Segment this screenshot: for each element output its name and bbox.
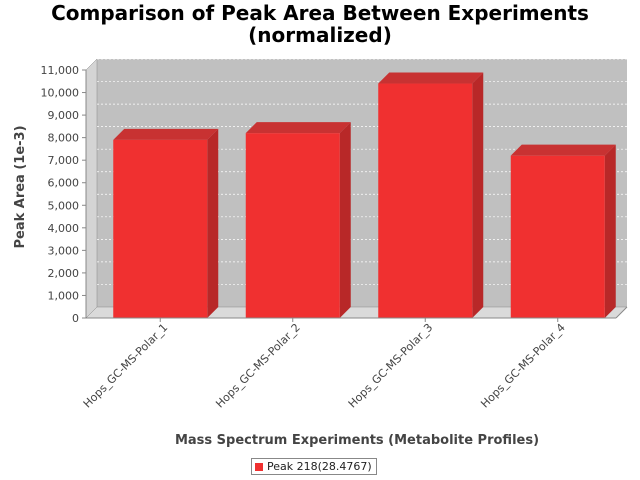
bar-front	[510, 155, 605, 318]
y-tick-label: 7,000	[48, 154, 80, 167]
chart-title: Comparison of Peak Area Between Experime…	[0, 2, 640, 46]
bar-front	[378, 83, 473, 318]
y-axis-title: Peak Area (1e-3)	[13, 125, 28, 248]
bar	[378, 72, 484, 318]
x-tick-label: Hops_GC-MS-Polar_1	[81, 321, 171, 411]
bar-side	[604, 144, 616, 318]
plot-left-wall	[85, 58, 98, 319]
floor-edge	[615, 306, 628, 319]
y-tick-label: 10,000	[41, 87, 80, 100]
bars	[113, 72, 616, 318]
bar-side	[207, 128, 219, 318]
bar	[510, 144, 616, 318]
y-tick-label: 5,000	[48, 199, 80, 212]
legend: Peak 218(28.4767)	[251, 458, 377, 475]
x-tick-label: Hops_GC-MS-Polar_4	[478, 321, 568, 411]
legend-label: Peak 218(28.4767)	[267, 460, 372, 473]
y-tick-label: 0	[72, 312, 79, 325]
plot-background	[85, 58, 628, 319]
y-tick-label: 9,000	[48, 109, 80, 122]
x-tick-label: Hops_GC-MS-Polar_2	[213, 321, 303, 411]
y-tick-label: 2,000	[48, 267, 80, 280]
y-tick-label: 3,000	[48, 244, 80, 257]
axes	[85, 70, 628, 319]
bar-top	[113, 128, 219, 140]
bar	[245, 122, 351, 318]
bar-side	[472, 72, 484, 318]
x-axis-ticks: Hops_GC-MS-Polar_1 Hops_GC-MS-Polar_2 Hops…	[81, 318, 568, 410]
bar-top	[245, 122, 351, 134]
bar	[113, 128, 219, 318]
bar-front	[113, 139, 208, 318]
bar-top	[378, 72, 484, 84]
chart-title-line-2: (normalized)	[248, 23, 392, 47]
x-axis-title: Mass Spectrum Experiments (Metabolite Pr…	[175, 433, 539, 448]
bar-front	[245, 133, 340, 318]
bar-top	[510, 144, 616, 156]
y-tick-label: 6,000	[48, 177, 80, 190]
y-tick-label: 4,000	[48, 222, 80, 235]
y-tick-label: 1,000	[48, 289, 80, 302]
y-tick-label: 11,000	[41, 64, 80, 77]
plot-back-wall	[97, 59, 627, 307]
bar-side	[339, 122, 351, 318]
y-axis-ticks: 0 1,000 2,000 3,000 4,000 5,000 6,000 7,000 8,00…	[41, 64, 86, 325]
x-tick-label: Hops_GC-MS-Polar_3	[346, 321, 436, 411]
y-tick-label: 8,000	[48, 132, 80, 145]
chart-title-line-1: Comparison of Peak Area Between Experime…	[51, 1, 589, 25]
legend-swatch	[255, 462, 263, 471]
